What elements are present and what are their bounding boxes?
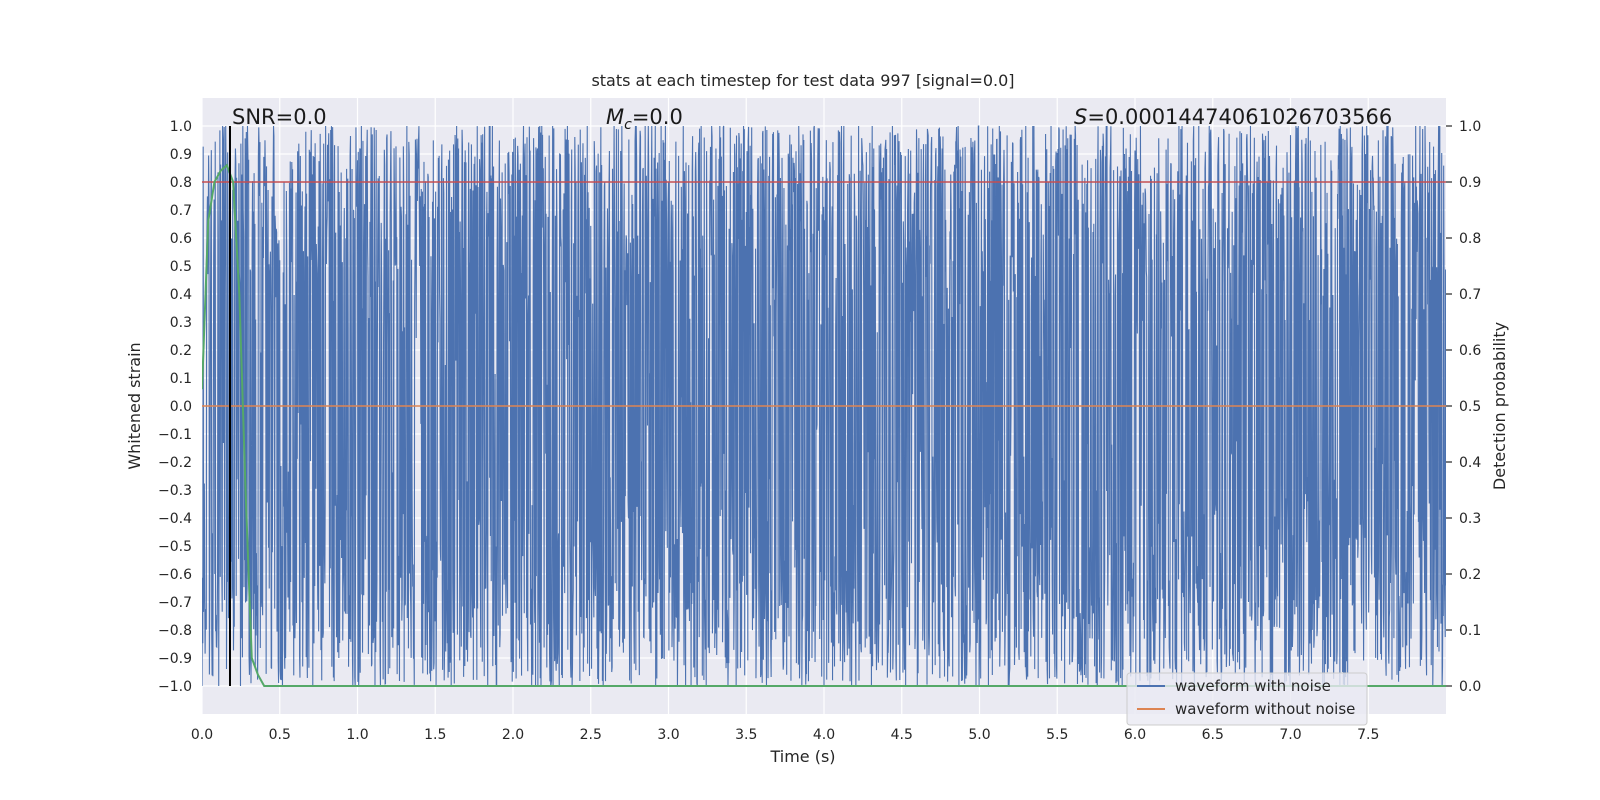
chart-title: stats at each timestep for test data 997… bbox=[591, 71, 1014, 90]
y-tick-label: −1.0 bbox=[158, 679, 192, 695]
legend-box bbox=[1126, 672, 1368, 726]
x-axis-ticks: 0.0 0.5 1.0 1.5 2.0 2.5 3.0 3.5 4.0 4.5 5.0 5.5 6.0 6… bbox=[191, 727, 1380, 743]
y-tick-label: −0.3 bbox=[158, 483, 192, 499]
y2-tick-label: 0.8 bbox=[1459, 231, 1481, 247]
y2-tick-label: 0.2 bbox=[1459, 567, 1481, 583]
y-tick-label: −0.1 bbox=[158, 427, 192, 443]
series-detection-probability bbox=[202, 163, 1446, 687]
plot-area bbox=[202, 125, 1446, 687]
x-tick-label: 7.5 bbox=[1357, 727, 1379, 743]
y-tick-label: 0.5 bbox=[170, 259, 192, 275]
chirp-mass-value: =0.0 bbox=[632, 105, 683, 129]
chirp-mass-subscript: c bbox=[624, 117, 632, 133]
y-tick-label: 0.7 bbox=[170, 203, 192, 219]
y2-tick-label: 0.3 bbox=[1459, 511, 1481, 527]
x-tick-label: 2.0 bbox=[502, 727, 524, 743]
y-tick-label: −0.6 bbox=[158, 567, 192, 583]
y-tick-label: 0.8 bbox=[170, 175, 192, 191]
y-tick-label: −0.4 bbox=[158, 511, 192, 527]
y-tick-label: 0.1 bbox=[170, 371, 192, 387]
y2-tick-label: 0.7 bbox=[1459, 287, 1481, 303]
y-tick-label: 0.4 bbox=[170, 287, 192, 303]
x-tick-label: 5.5 bbox=[1046, 727, 1068, 743]
s-value: =0.00014474061026703566 bbox=[1087, 105, 1392, 129]
y-tick-label: −0.9 bbox=[158, 651, 192, 667]
x-tick-label: 0.5 bbox=[269, 727, 291, 743]
s-annotation: S=0.00014474061026703566 bbox=[1074, 105, 1392, 129]
y-tick-label: 0.2 bbox=[170, 343, 192, 359]
y-tick-label: −0.8 bbox=[158, 623, 192, 639]
legend-label-clean: waveform without noise bbox=[1175, 700, 1355, 718]
snr-annotation: SNR=0.0 bbox=[232, 105, 327, 129]
legend: waveform with noise waveform without noi… bbox=[1126, 672, 1368, 726]
y-tick-label: 1.0 bbox=[170, 119, 192, 135]
x-tick-label: 4.5 bbox=[891, 727, 913, 743]
y-tick-label: −0.5 bbox=[158, 539, 192, 555]
y2-tick-label: 0.4 bbox=[1459, 455, 1481, 471]
chirp-mass-symbol: M bbox=[606, 105, 624, 129]
y-tick-label: 0.0 bbox=[170, 399, 192, 415]
series-layer bbox=[202, 125, 1446, 687]
x-tick-label: 1.0 bbox=[346, 727, 368, 743]
x-tick-label: 7.0 bbox=[1279, 727, 1301, 743]
x-tick-label: 3.0 bbox=[657, 727, 679, 743]
y2-tick-label: 1.0 bbox=[1459, 119, 1481, 135]
y2-tick-label: 0.0 bbox=[1459, 679, 1481, 695]
x-tick-label: 2.5 bbox=[580, 727, 602, 743]
y-tick-label: 0.9 bbox=[170, 147, 192, 163]
y2-tick-label: 0.9 bbox=[1459, 175, 1481, 191]
y2-axis-label: Detection probability bbox=[1490, 322, 1509, 490]
y2-tick-label: 0.6 bbox=[1459, 343, 1481, 359]
x-tick-label: 3.5 bbox=[735, 727, 757, 743]
x-tick-label: 4.0 bbox=[813, 727, 835, 743]
chirp-mass-annotation: Mc=0.0 bbox=[606, 105, 683, 133]
s-symbol: S bbox=[1074, 105, 1087, 129]
y-axis-label: Whitened strain bbox=[125, 342, 144, 469]
y-tick-label: −0.2 bbox=[158, 455, 192, 471]
y2-tick-label: 0.5 bbox=[1459, 399, 1481, 415]
x-tick-label: 5.0 bbox=[968, 727, 990, 743]
x-tick-label: 1.5 bbox=[424, 727, 446, 743]
x-tick-label: 0.0 bbox=[191, 727, 213, 743]
y2-tick-label: 0.1 bbox=[1459, 623, 1481, 639]
y-tick-label: 0.3 bbox=[170, 315, 192, 331]
y-axis-ticks: 1.0 0.9 0.8 0.7 0.6 0.5 0.4 0.3 0.2 0.1 0.0 −0.1 −0.… bbox=[158, 119, 192, 695]
x-tick-label: 6.5 bbox=[1202, 727, 1224, 743]
x-axis-label: Time (s) bbox=[769, 747, 835, 766]
y-tick-label: 0.6 bbox=[170, 231, 192, 247]
y-tick-label: −0.7 bbox=[158, 595, 192, 611]
legend-label-noise: waveform with noise bbox=[1175, 677, 1331, 695]
x-tick-label: 6.0 bbox=[1124, 727, 1146, 743]
y2-axis-ticks: 1.0 0.9 0.8 0.7 0.6 0.5 0.4 0.3 0.2 0.1 0.0 bbox=[1446, 119, 1481, 695]
